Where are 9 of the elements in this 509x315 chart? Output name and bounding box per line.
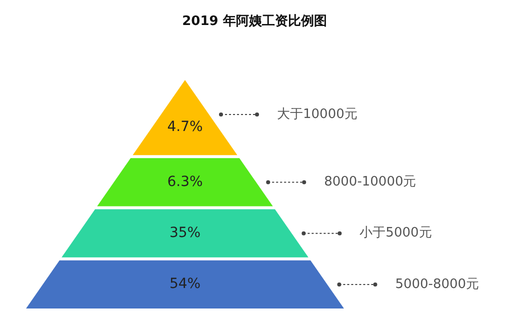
category-label: 大于10000元 xyxy=(277,106,358,122)
category-label: 小于5000元 xyxy=(360,226,432,241)
category-label: 5000-8000元 xyxy=(395,276,480,292)
data-label: 35% xyxy=(169,224,201,241)
category-label: 8000-10000元 xyxy=(324,174,416,190)
data-label: 54% xyxy=(169,276,201,292)
text: 2019 年阿姨工资比例图 xyxy=(182,14,327,30)
data-label: 4.7% xyxy=(167,119,203,136)
data-label: 6.3% xyxy=(167,174,203,190)
